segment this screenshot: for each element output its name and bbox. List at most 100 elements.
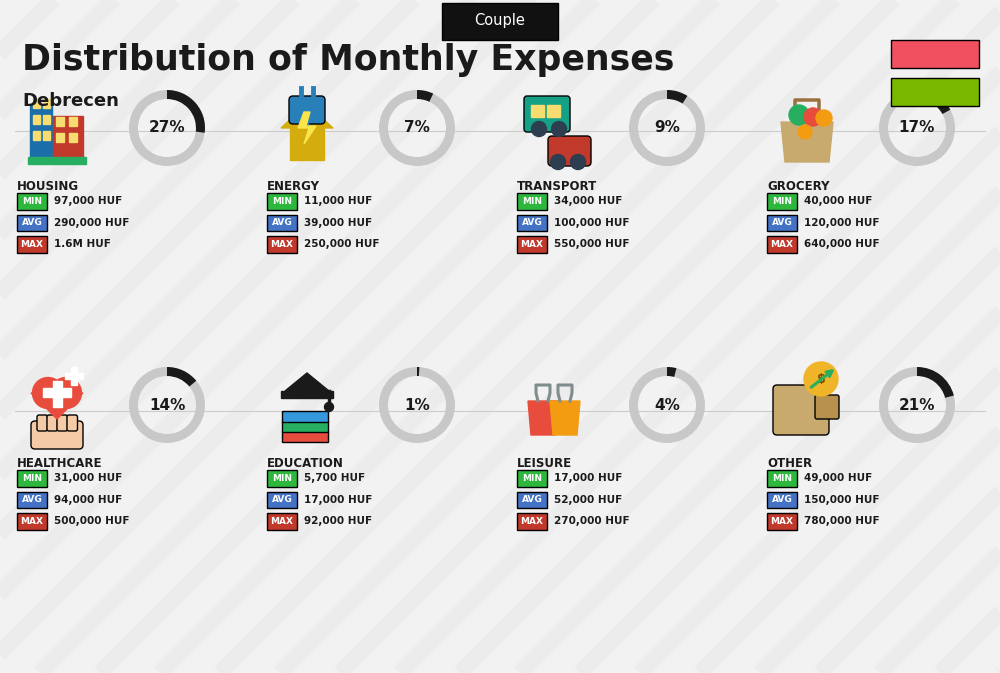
FancyBboxPatch shape [267, 513, 297, 530]
Polygon shape [298, 112, 316, 144]
FancyBboxPatch shape [815, 395, 839, 419]
FancyBboxPatch shape [517, 193, 547, 209]
Wedge shape [167, 367, 196, 386]
Wedge shape [129, 90, 205, 166]
Bar [52, 381, 62, 407]
Circle shape [816, 110, 832, 126]
Text: 27%: 27% [149, 120, 185, 135]
Wedge shape [879, 90, 955, 166]
FancyBboxPatch shape [891, 78, 979, 106]
Text: MAX: MAX [270, 517, 294, 526]
Text: 49,000 HUF: 49,000 HUF [804, 473, 872, 483]
Wedge shape [417, 90, 433, 102]
Wedge shape [629, 90, 705, 166]
Wedge shape [629, 367, 705, 443]
Text: MAX: MAX [270, 240, 294, 249]
Bar [56, 117, 64, 126]
Bar [69, 133, 77, 142]
FancyBboxPatch shape [891, 40, 979, 68]
Wedge shape [379, 90, 455, 166]
FancyBboxPatch shape [767, 513, 797, 530]
FancyBboxPatch shape [524, 96, 570, 132]
Text: MAX: MAX [520, 240, 544, 249]
FancyBboxPatch shape [47, 415, 57, 431]
FancyBboxPatch shape [517, 513, 547, 530]
Circle shape [551, 122, 566, 137]
Bar [290, 126, 324, 160]
Text: 21%: 21% [899, 398, 935, 413]
Text: 14%: 14% [149, 398, 185, 413]
FancyBboxPatch shape [17, 193, 47, 209]
FancyBboxPatch shape [37, 415, 48, 431]
Wedge shape [667, 90, 687, 104]
Bar [43, 99, 50, 108]
Circle shape [550, 155, 565, 170]
Text: 5,700 HUF: 5,700 HUF [304, 473, 365, 483]
FancyBboxPatch shape [548, 136, 591, 166]
FancyBboxPatch shape [17, 215, 47, 231]
Text: 780,000 HUF: 780,000 HUF [804, 516, 880, 526]
Text: 120,000 HUF: 120,000 HUF [804, 218, 880, 227]
Bar [53, 116, 83, 160]
Text: AVG: AVG [22, 495, 42, 504]
FancyBboxPatch shape [517, 236, 547, 252]
FancyBboxPatch shape [767, 491, 797, 508]
Text: 1%: 1% [404, 398, 430, 413]
FancyBboxPatch shape [267, 491, 297, 508]
Polygon shape [550, 401, 580, 435]
Text: MIN: MIN [272, 474, 292, 483]
Text: 7%: 7% [404, 120, 430, 135]
Polygon shape [31, 393, 83, 419]
Polygon shape [781, 122, 833, 162]
Wedge shape [129, 367, 205, 443]
Polygon shape [281, 104, 333, 128]
Bar [71, 367, 77, 385]
Circle shape [570, 155, 585, 170]
Text: LEISURE: LEISURE [517, 457, 572, 470]
FancyBboxPatch shape [267, 470, 297, 487]
FancyBboxPatch shape [17, 470, 47, 487]
FancyBboxPatch shape [767, 236, 797, 252]
Text: 4%: 4% [654, 398, 680, 413]
FancyBboxPatch shape [773, 385, 829, 435]
Text: AVG: AVG [272, 495, 292, 504]
Circle shape [50, 378, 82, 409]
FancyBboxPatch shape [67, 415, 78, 431]
Text: 34,000 HUF: 34,000 HUF [554, 197, 622, 206]
Text: HOUSING: HOUSING [17, 180, 79, 193]
FancyBboxPatch shape [517, 470, 547, 487]
Text: 52,000 HUF: 52,000 HUF [554, 495, 622, 505]
Circle shape [798, 125, 812, 139]
FancyBboxPatch shape [267, 236, 297, 252]
FancyBboxPatch shape [17, 236, 47, 252]
Text: 9%: 9% [654, 120, 680, 135]
FancyBboxPatch shape [767, 470, 797, 487]
Text: 640,000 HUF: 640,000 HUF [804, 239, 880, 249]
Text: 94,000 HUF: 94,000 HUF [54, 495, 122, 505]
Text: 270,000 HUF: 270,000 HUF [554, 516, 630, 526]
Text: 550,000 HUF: 550,000 HUF [554, 239, 630, 249]
Bar [33, 131, 40, 140]
Bar [281, 391, 333, 398]
Wedge shape [379, 367, 455, 443]
Text: Couple: Couple [475, 13, 525, 28]
Wedge shape [667, 367, 676, 377]
Text: MIN: MIN [522, 474, 542, 483]
Text: $: $ [817, 372, 825, 386]
Text: Debrecen: Debrecen [22, 92, 119, 110]
Text: OTHER: OTHER [767, 457, 812, 470]
FancyBboxPatch shape [517, 491, 547, 508]
Bar [56, 133, 64, 142]
Text: AVG: AVG [522, 218, 542, 227]
Text: 150,000 HUF: 150,000 HUF [804, 495, 880, 505]
Text: ENERGY: ENERGY [267, 180, 320, 193]
Bar [33, 99, 40, 108]
Wedge shape [879, 367, 955, 443]
Wedge shape [167, 90, 205, 133]
Text: 92,000 HUF: 92,000 HUF [304, 516, 372, 526]
Text: 17%: 17% [899, 120, 935, 135]
FancyBboxPatch shape [282, 421, 328, 432]
Text: AVG: AVG [772, 495, 792, 504]
FancyBboxPatch shape [31, 421, 83, 449]
Bar [547, 105, 560, 117]
